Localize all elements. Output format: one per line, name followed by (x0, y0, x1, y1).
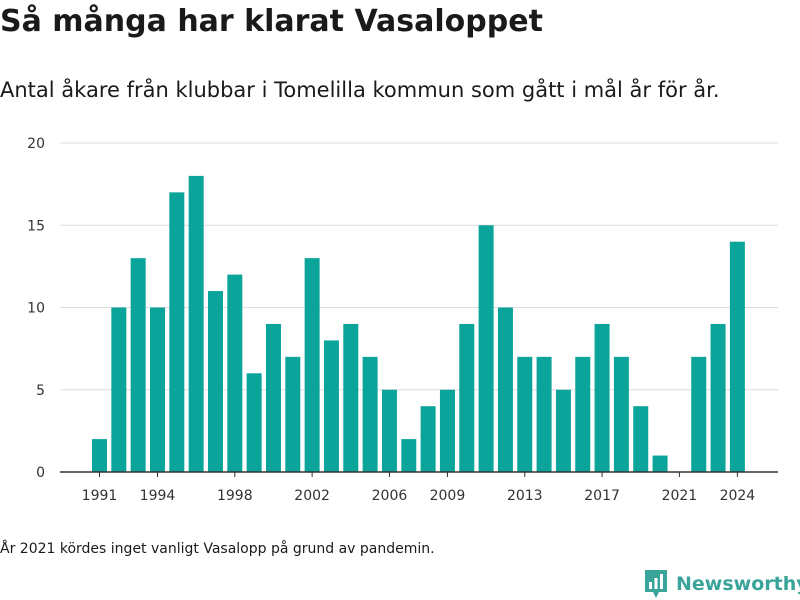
x-axis (60, 471, 778, 477)
y-tick-label: 0 (36, 465, 45, 481)
bar-2014 (536, 356, 552, 472)
bar-2020 (652, 455, 668, 472)
y-tick-label: 20 (27, 136, 45, 152)
bar-2013 (517, 356, 533, 472)
bar-2007 (401, 439, 417, 472)
bar-2012 (497, 307, 513, 472)
x-tick-label: 2002 (294, 488, 330, 504)
x-tick-label: 2013 (507, 488, 543, 504)
bar-1991 (92, 439, 107, 472)
x-tick-label: 2017 (584, 488, 620, 504)
bar-2017 (594, 323, 610, 472)
brand-name: Newsworthy (676, 573, 800, 595)
bar-2006 (381, 389, 397, 472)
chart-subtitle: Antal åkare från klubbar i Tomelilla kom… (0, 78, 720, 102)
bar-1993 (130, 258, 146, 472)
x-axis-labels: 1991 1994 1998 2002 2006 2009 2013 2017 2021 2024 (82, 488, 756, 504)
bar-2023 (710, 323, 726, 472)
bar-2010 (459, 323, 475, 472)
bar-1999 (246, 373, 262, 472)
bar-2005 (362, 356, 378, 472)
bar-1997 (207, 291, 223, 472)
x-tick-label: 2009 (430, 488, 466, 504)
bar-2016 (575, 356, 591, 472)
bars (92, 175, 745, 472)
logo-chart-icon (645, 570, 667, 598)
gridlines (60, 142, 778, 391)
bar-2004 (343, 323, 359, 472)
x-tick-label: 2006 (372, 488, 408, 504)
bar-2000 (265, 323, 281, 472)
x-tick-label: 1991 (82, 488, 118, 504)
bar-2018 (613, 356, 629, 472)
x-tick-label: 1994 (140, 488, 176, 504)
y-tick-label: 5 (36, 383, 45, 399)
bar-2015 (555, 389, 571, 472)
bar-2003 (323, 340, 339, 472)
bar-2011 (478, 225, 494, 472)
bar-2008 (420, 406, 436, 472)
x-tick-label: 2024 (720, 488, 756, 504)
bar-2024 (729, 241, 745, 472)
bar-2019 (633, 406, 649, 472)
bar-1996 (188, 175, 204, 472)
x-tick-label: 1998 (217, 488, 253, 504)
bar-2001 (285, 356, 301, 472)
bar-1992 (111, 307, 127, 472)
bar-2002 (304, 258, 320, 472)
bar-1995 (169, 192, 185, 472)
bar-1994 (149, 307, 165, 472)
y-tick-label: 15 (27, 218, 45, 234)
footnote: År 2021 kördes inget vanligt Vasalopp på… (0, 541, 435, 557)
chart-title: Så många har klarat Vasaloppet (0, 4, 543, 39)
bar-2009 (439, 389, 455, 472)
x-tick-label: 2021 (662, 488, 698, 504)
newsworthy-logo[interactable]: Newsworthy (644, 569, 800, 599)
y-axis-labels: 0 5 10 15 20 (27, 136, 45, 481)
bar-2022 (691, 356, 707, 472)
y-tick-label: 10 (27, 301, 45, 317)
bar-1998 (227, 274, 243, 472)
